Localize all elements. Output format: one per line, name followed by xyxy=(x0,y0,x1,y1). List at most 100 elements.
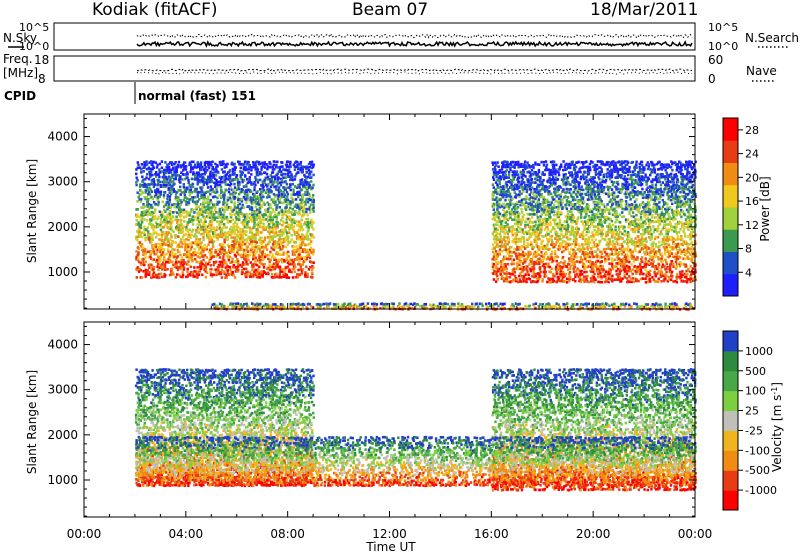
echo-cell xyxy=(233,237,236,241)
echo-cell xyxy=(261,270,264,274)
echo-cell xyxy=(216,238,219,241)
echo-cell xyxy=(259,178,262,182)
echo-cell xyxy=(153,252,156,256)
echo-cell xyxy=(517,217,520,220)
echo-cell xyxy=(137,247,140,251)
echo-cell xyxy=(528,181,532,185)
echo-cell xyxy=(301,250,305,253)
echo-cell xyxy=(495,265,498,268)
echo-cell xyxy=(509,166,512,169)
echo-cell xyxy=(308,192,311,196)
echo-cell xyxy=(153,273,157,277)
echo-cell xyxy=(268,190,271,194)
echo-cell xyxy=(179,263,182,266)
echo-cell xyxy=(194,216,197,219)
echo-cell xyxy=(275,206,278,209)
echo-cell xyxy=(218,183,222,187)
echo-cell xyxy=(500,228,504,231)
echo-cell xyxy=(546,231,549,234)
echo-cell xyxy=(199,163,203,166)
echo-cell xyxy=(502,173,505,177)
echo-cell xyxy=(160,263,164,266)
echo-cell xyxy=(251,192,255,196)
echo-cell xyxy=(298,249,301,252)
echo-cell xyxy=(508,230,511,233)
echo-cell xyxy=(182,258,185,262)
echo-cell xyxy=(231,173,234,176)
echo-cell xyxy=(544,251,548,254)
echo-cell xyxy=(264,228,267,232)
echo-cell xyxy=(152,245,155,248)
echo-cell xyxy=(238,183,241,186)
echo-cell xyxy=(587,280,590,284)
echo-cell xyxy=(142,178,145,182)
echo-cell xyxy=(148,273,151,276)
echo-cell xyxy=(506,202,510,206)
echo-cell xyxy=(198,248,201,251)
echo-cell xyxy=(509,168,512,171)
echo-cell xyxy=(498,180,501,183)
echo-cell xyxy=(174,253,177,256)
echo-cell xyxy=(247,171,250,174)
echo-cell xyxy=(566,210,569,213)
echo-cell xyxy=(148,186,151,189)
echo-cell xyxy=(268,268,271,271)
echo-cell xyxy=(185,238,188,241)
echo-cell xyxy=(167,206,170,209)
echo-cell xyxy=(502,270,505,274)
echo-cell xyxy=(522,279,525,283)
echo-cell xyxy=(201,205,204,209)
echo-cell xyxy=(516,265,519,268)
echo-cell xyxy=(253,212,256,216)
echo-cell xyxy=(535,262,538,265)
echo-cell xyxy=(210,226,213,230)
echo-cell xyxy=(527,202,530,205)
echo-cell xyxy=(505,176,508,179)
echo-cell xyxy=(245,260,248,264)
echo-cell xyxy=(210,175,213,178)
echo-cell xyxy=(306,250,309,254)
echo-cell xyxy=(504,265,507,268)
echo-cell xyxy=(563,245,567,249)
echo-cell xyxy=(176,255,180,258)
echo-cell xyxy=(187,260,190,263)
echo-cell xyxy=(539,221,542,224)
echo-cell xyxy=(298,220,301,224)
echo-cell xyxy=(222,246,225,249)
freq-tick-bottom: 8 xyxy=(38,72,46,86)
echo-cell xyxy=(206,182,209,186)
echo-cell xyxy=(278,222,281,226)
echo-cell xyxy=(160,253,163,257)
echo-cell xyxy=(552,203,556,207)
echo-cell xyxy=(269,185,273,189)
echo-cell xyxy=(285,253,289,256)
echo-cell xyxy=(544,205,548,208)
echo-cell xyxy=(230,206,233,209)
echo-cell xyxy=(254,205,258,209)
echo-cell xyxy=(584,237,587,241)
echo-cell xyxy=(267,230,270,233)
echo-cell xyxy=(526,197,529,201)
echo-cell xyxy=(168,195,172,198)
echo-cell xyxy=(187,178,190,182)
echo-cell xyxy=(242,267,245,271)
echo-cell xyxy=(575,222,578,226)
echo-cell xyxy=(195,202,198,206)
noise-traces xyxy=(136,33,693,48)
echo-cell xyxy=(292,251,296,254)
echo-cell xyxy=(552,176,555,179)
echo-cell xyxy=(139,183,142,186)
echo-cell xyxy=(301,196,304,199)
echo-cell xyxy=(189,163,193,167)
echo-cell xyxy=(263,263,267,266)
echo-cell xyxy=(282,251,285,255)
echo-cell xyxy=(537,235,540,238)
echo-cell xyxy=(254,240,257,244)
echo-cell xyxy=(210,221,214,224)
echo-cell xyxy=(239,237,242,241)
echo-cell xyxy=(287,202,290,206)
echo-cell xyxy=(139,226,143,229)
echo-cell xyxy=(223,223,226,226)
echo-cell xyxy=(172,240,175,244)
echo-cell xyxy=(498,182,502,186)
